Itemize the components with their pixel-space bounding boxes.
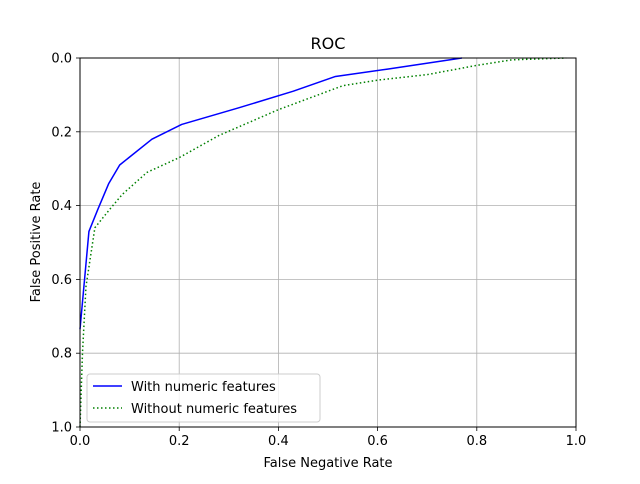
x-tick-label: 0.2 [169,434,190,449]
y-axis-ticks: 0.0 0.2 0.4 0.6 0.8 1.0 [51,52,80,436]
x-axis-ticks: 0.0 0.2 0.4 0.6 0.8 1.0 [70,427,587,449]
plot-frame [79,57,577,428]
x-tick-label: 0.8 [466,434,487,449]
legend: With numeric features Without numeric fe… [86,373,321,423]
y-tick-label: 0.6 [51,273,72,288]
y-axis-label: False Positive Rate [29,182,44,303]
grid-lines [79,57,577,428]
x-tick-label: 0.4 [268,434,289,449]
series-line-without-numeric [79,57,567,428]
x-axis-label: False Negative Rate [263,456,392,471]
series-lines [79,57,567,428]
x-tick-label: 0.0 [70,434,91,449]
legend-label-without-numeric: Without numeric features [131,402,297,417]
legend-box [86,373,321,423]
series-line-with-numeric [79,57,463,330]
y-tick-label: 1.0 [51,421,72,436]
y-tick-label: 0.4 [51,199,72,214]
legend-label-with-numeric: With numeric features [131,380,276,395]
x-tick-label: 0.6 [367,434,388,449]
chart-title: ROC [311,34,346,53]
y-tick-label: 0.8 [51,347,72,362]
y-tick-label: 0.0 [51,52,72,67]
x-tick-label: 1.0 [566,434,587,449]
y-tick-label: 0.2 [51,125,72,140]
